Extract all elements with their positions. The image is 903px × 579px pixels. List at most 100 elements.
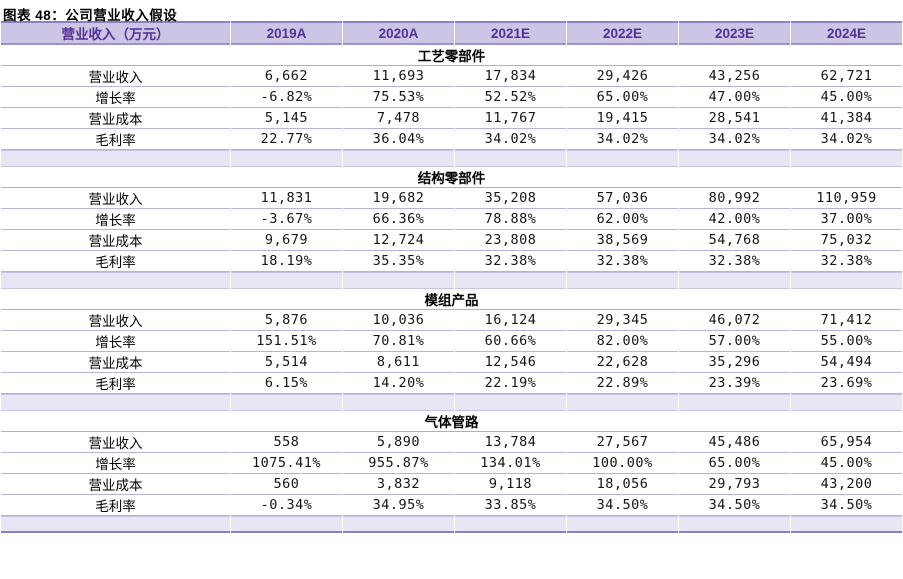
section-title: 工艺零部件: [1, 45, 902, 66]
value-cell: 45,486: [679, 432, 790, 453]
separator-band-cell: [679, 394, 790, 411]
separator-band-cell: [343, 516, 454, 533]
value-cell: 5,145: [231, 108, 342, 129]
value-cell: 47.00%: [679, 87, 790, 108]
column-header-year: 2023E: [679, 21, 790, 45]
separator-band-cell: [231, 272, 342, 289]
table-row: 增长率 -6.82% 75.53% 52.52% 65.00% 47.00% 45.00%: [1, 87, 902, 108]
value-cell: 65.00%: [679, 453, 790, 474]
separator-band-cell: [791, 272, 902, 289]
figure-title: 图表 48：公司营业收入假设: [3, 8, 178, 23]
value-cell: 34.50%: [567, 495, 678, 516]
value-cell: 11,767: [455, 108, 566, 129]
table-row: 毛利率 6.15% 14.20% 22.19% 22.89% 23.39% 23.69%: [1, 373, 902, 394]
separator-band-cell: [455, 272, 566, 289]
value-cell: 80,992: [679, 188, 790, 209]
value-cell: 45.00%: [791, 87, 902, 108]
table-row: 毛利率 18.19% 35.35% 32.38% 32.38% 32.38% 32.38%: [1, 251, 902, 272]
separator-band-cell: [231, 150, 342, 167]
value-cell: 11,831: [231, 188, 342, 209]
value-cell: 34.02%: [567, 129, 678, 150]
value-cell: 558: [231, 432, 342, 453]
column-header-year: 2020A: [343, 21, 454, 45]
section-title-row: 结构零部件: [1, 167, 902, 188]
value-cell: 9,679: [231, 230, 342, 251]
value-cell: 45.00%: [791, 453, 902, 474]
value-cell: 23.69%: [791, 373, 902, 394]
value-cell: 1075.41%: [231, 453, 342, 474]
column-header-year: 2019A: [231, 21, 342, 45]
section-title: 结构零部件: [1, 167, 902, 188]
row-label: 增长率: [1, 453, 230, 474]
value-cell: 36.04%: [343, 129, 454, 150]
value-cell: 16,124: [455, 310, 566, 331]
value-cell: 10,036: [343, 310, 454, 331]
separator-band-cell: [679, 272, 790, 289]
row-label: 营业成本: [1, 230, 230, 251]
value-cell: 62,721: [791, 66, 902, 87]
table-row: 营业成本 5,145 7,478 11,767 19,415 28,541 41,384: [1, 108, 902, 129]
value-cell: 57,036: [567, 188, 678, 209]
separator-band-cell: [567, 516, 678, 533]
value-cell: 560: [231, 474, 342, 495]
separator-band-cell: [1, 272, 230, 289]
value-cell: 19,682: [343, 188, 454, 209]
value-cell: 54,494: [791, 352, 902, 373]
value-cell: 18.19%: [231, 251, 342, 272]
row-label: 增长率: [1, 87, 230, 108]
value-cell: 34.95%: [343, 495, 454, 516]
value-cell: 29,793: [679, 474, 790, 495]
value-cell: 5,876: [231, 310, 342, 331]
value-cell: 37.00%: [791, 209, 902, 230]
column-header-year: 2021E: [455, 21, 566, 45]
value-cell: 18,056: [567, 474, 678, 495]
value-cell: 65,954: [791, 432, 902, 453]
section-title-row: 工艺零部件: [1, 45, 902, 66]
value-cell: 32.38%: [455, 251, 566, 272]
value-cell: 32.38%: [567, 251, 678, 272]
separator-row: [1, 150, 902, 167]
value-cell: 22,628: [567, 352, 678, 373]
column-header-label: 营业收入（万元）: [1, 21, 230, 45]
row-label: 营业收入: [1, 66, 230, 87]
value-cell: 34.02%: [791, 129, 902, 150]
value-cell: 22.19%: [455, 373, 566, 394]
separator-band-cell: [791, 150, 902, 167]
table-row: 营业收入 11,831 19,682 35,208 57,036 80,992 110,95…: [1, 188, 902, 209]
value-cell: 12,546: [455, 352, 566, 373]
value-cell: 6,662: [231, 66, 342, 87]
separator-band-cell: [567, 394, 678, 411]
value-cell: 32.38%: [679, 251, 790, 272]
row-label: 毛利率: [1, 129, 230, 150]
value-cell: 28,541: [679, 108, 790, 129]
separator-row: [1, 394, 902, 411]
separator-band-cell: [455, 516, 566, 533]
value-cell: 35.35%: [343, 251, 454, 272]
separator-band-cell: [679, 150, 790, 167]
row-label: 营业成本: [1, 108, 230, 129]
separator-band-cell: [455, 394, 566, 411]
column-header-year: 2022E: [567, 21, 678, 45]
value-cell: 955.87%: [343, 453, 454, 474]
value-cell: 43,200: [791, 474, 902, 495]
row-label: 营业成本: [1, 352, 230, 373]
value-cell: 82.00%: [567, 331, 678, 352]
section-title-row: 气体管路: [1, 411, 902, 432]
separator-band-cell: [231, 394, 342, 411]
separator-row: [1, 272, 902, 289]
table-row: 营业收入 558 5,890 13,784 27,567 45,486 65,954: [1, 432, 902, 453]
separator-band-cell: [455, 150, 566, 167]
value-cell: 34.50%: [791, 495, 902, 516]
value-cell: 43,256: [679, 66, 790, 87]
value-cell: 29,426: [567, 66, 678, 87]
separator-band-cell: [1, 150, 230, 167]
value-cell: 38,569: [567, 230, 678, 251]
value-cell: 41,384: [791, 108, 902, 129]
value-cell: 151.51%: [231, 331, 342, 352]
separator-band-cell: [791, 394, 902, 411]
row-label: 营业收入: [1, 310, 230, 331]
value-cell: 23.39%: [679, 373, 790, 394]
value-cell: 52.52%: [455, 87, 566, 108]
value-cell: 78.88%: [455, 209, 566, 230]
table-row: 营业收入 5,876 10,036 16,124 29,345 46,072 71,412: [1, 310, 902, 331]
